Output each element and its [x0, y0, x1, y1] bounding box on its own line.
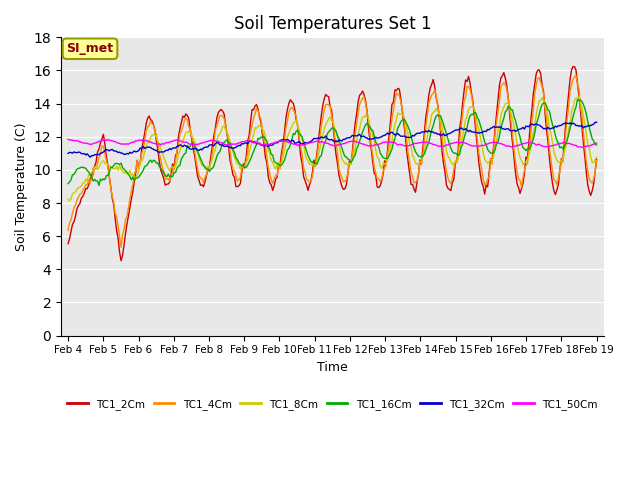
TC1_8Cm — [64, 196, 72, 202]
TC1_8Cm — [575, 94, 583, 99]
TC1_4Cm — [297, 143, 305, 149]
TC1_50Cm — [221, 142, 229, 147]
TC1_8Cm — [564, 126, 572, 132]
Title: Soil Temperatures Set 1: Soil Temperatures Set 1 — [234, 15, 431, 33]
TC1_16Cm — [573, 96, 581, 102]
TC1_2Cm — [297, 153, 305, 159]
TC1_32Cm — [223, 144, 231, 149]
TC1_2Cm — [117, 258, 125, 264]
TC1_16Cm — [250, 149, 257, 155]
TC1_4Cm — [564, 103, 572, 109]
TC1_2Cm — [250, 107, 257, 113]
TC1_8Cm — [250, 132, 257, 138]
TC1_4Cm — [64, 228, 72, 233]
TC1_32Cm — [593, 120, 600, 125]
TC1_50Cm — [593, 140, 600, 146]
TC1_32Cm — [297, 141, 305, 146]
TC1_50Cm — [296, 141, 303, 147]
TC1_2Cm — [241, 162, 248, 168]
TC1_4Cm — [117, 244, 125, 250]
Line: TC1_8Cm: TC1_8Cm — [68, 96, 596, 201]
TC1_50Cm — [248, 139, 256, 145]
TC1_16Cm — [131, 178, 138, 183]
TC1_2Cm — [223, 132, 231, 137]
Line: TC1_16Cm: TC1_16Cm — [68, 99, 596, 185]
Line: TC1_4Cm: TC1_4Cm — [68, 75, 596, 247]
TC1_16Cm — [593, 142, 600, 148]
TC1_4Cm — [241, 166, 248, 171]
TC1_2Cm — [131, 179, 138, 184]
TC1_4Cm — [131, 172, 138, 178]
TC1_2Cm — [64, 241, 72, 247]
Text: SI_met: SI_met — [67, 42, 113, 55]
TC1_4Cm — [250, 115, 257, 120]
Line: TC1_32Cm: TC1_32Cm — [68, 122, 596, 157]
Line: TC1_2Cm: TC1_2Cm — [68, 67, 596, 261]
TC1_16Cm — [64, 181, 72, 187]
TC1_16Cm — [297, 132, 305, 138]
TC1_8Cm — [66, 198, 74, 204]
TC1_32Cm — [564, 121, 572, 127]
TC1_16Cm — [241, 165, 248, 170]
TC1_32Cm — [250, 139, 257, 144]
TC1_8Cm — [131, 175, 138, 181]
Legend: TC1_2Cm, TC1_4Cm, TC1_8Cm, TC1_16Cm, TC1_32Cm, TC1_50Cm: TC1_2Cm, TC1_4Cm, TC1_8Cm, TC1_16Cm, TC1… — [63, 395, 602, 414]
TC1_4Cm — [593, 158, 600, 164]
TC1_16Cm — [223, 137, 231, 143]
TC1_2Cm — [593, 156, 600, 162]
X-axis label: Time: Time — [317, 361, 348, 374]
TC1_32Cm — [131, 148, 138, 154]
TC1_4Cm — [223, 131, 231, 136]
TC1_8Cm — [241, 164, 248, 169]
TC1_16Cm — [564, 132, 572, 138]
TC1_32Cm — [241, 140, 248, 146]
TC1_50Cm — [239, 139, 247, 144]
TC1_16Cm — [95, 182, 103, 188]
TC1_32Cm — [64, 151, 72, 156]
Line: TC1_50Cm: TC1_50Cm — [68, 139, 596, 147]
TC1_8Cm — [297, 132, 305, 138]
Y-axis label: Soil Temperature (C): Soil Temperature (C) — [15, 122, 28, 251]
TC1_2Cm — [564, 91, 572, 97]
TC1_4Cm — [572, 72, 580, 78]
TC1_50Cm — [129, 139, 137, 145]
TC1_32Cm — [591, 120, 599, 125]
TC1_50Cm — [578, 144, 586, 150]
TC1_8Cm — [223, 129, 231, 135]
TC1_8Cm — [593, 154, 600, 160]
TC1_2Cm — [571, 64, 579, 70]
TC1_50Cm — [64, 136, 72, 142]
TC1_32Cm — [86, 155, 94, 160]
TC1_50Cm — [563, 141, 571, 146]
